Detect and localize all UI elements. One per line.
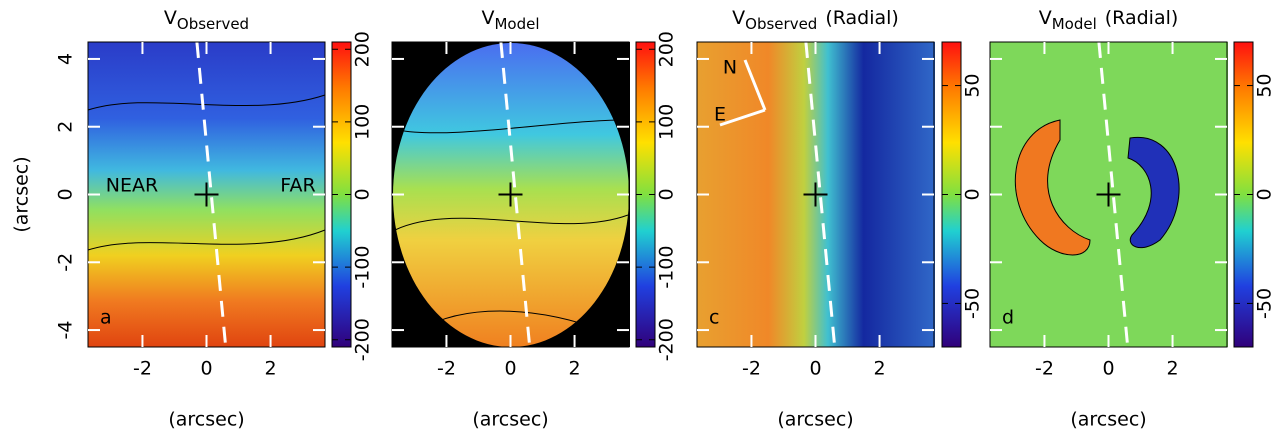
title-main: V [732,7,745,29]
panel-letter: a [100,307,112,329]
annotation: N [723,57,737,79]
y-tick-label: -4 [55,321,77,340]
panel-letter: d [1002,307,1014,329]
title-main: V [481,7,494,29]
panel-title: VObserved (Radial) [732,7,899,33]
title-main: V [1039,7,1052,29]
y-tick-label: 2 [55,121,77,133]
x-axis-label: (arcsec) [168,409,244,431]
x-tick-label: -2 [133,358,152,380]
y-tick-label: -2 [55,253,77,272]
panel-title: VModel [481,7,539,33]
x-tick-label: 0 [809,358,821,380]
panel-letter: c [709,307,719,329]
y-tick-label: 4 [55,53,77,65]
title-sub: Model [1052,15,1097,33]
crescent [1014,119,1091,256]
x-axis-label: (arcsec) [472,409,548,431]
panel-title: VObserved [164,7,249,33]
x-tick-label: 0 [1102,358,1114,380]
colorbar-tick-label: 50 [1254,73,1276,97]
title-sub: Observed [745,15,817,33]
annotation: NEAR [106,175,158,197]
y-axis-label: (arcsec) [11,156,33,232]
x-tick-label: 2 [1167,358,1179,380]
annotation: FAR [280,175,315,197]
panel-title: VModel (Radial) [1039,7,1179,33]
colorbar-tick-label: -100 [352,246,374,289]
x-tick-label: -2 [1035,358,1054,380]
title-sub: Model [494,15,539,33]
colorbar-tick-label: -200 [352,318,374,361]
x-axis-label: (arcsec) [1070,409,1146,431]
compass [719,108,766,127]
x-axis-label: (arcsec) [777,409,853,431]
colorbar-tick-label: 100 [656,104,678,140]
crescent [1127,136,1180,249]
x-tick-label: 0 [504,358,516,380]
y-tick-label: 0 [55,188,77,200]
colorbar-tick-label: 100 [352,104,374,140]
x-tick-label: -2 [437,358,456,380]
colorbar-tick-label: 200 [656,31,678,67]
title-main: V [164,7,177,29]
colorbar-tick-label: -200 [656,318,678,361]
x-tick-label: 2 [874,358,886,380]
x-tick-label: 2 [265,358,277,380]
colorbar-tick-label: 0 [352,188,374,200]
x-tick-label: 0 [200,358,212,380]
annotation: E [714,104,726,126]
colorbar-tick-label: 200 [352,31,374,67]
colorbar-tick-label: -100 [656,246,678,289]
x-tick-label: -2 [742,358,761,380]
colorbar-tick-label: 0 [1254,188,1276,200]
colorbar-tick-label: 0 [962,188,984,200]
title-sub: Observed [177,15,249,33]
colorbar-tick-label: 0 [656,188,678,200]
title-suffix: (Radial) [825,7,899,29]
x-tick-label: 2 [569,358,581,380]
colorbar-tick-label: -50 [962,288,984,319]
panel-letter: b [404,307,416,329]
title-suffix: (Radial) [1105,7,1179,29]
compass [743,59,767,111]
colorbar-tick-label: 50 [962,73,984,97]
colorbar-tick-label: -50 [1254,288,1276,319]
